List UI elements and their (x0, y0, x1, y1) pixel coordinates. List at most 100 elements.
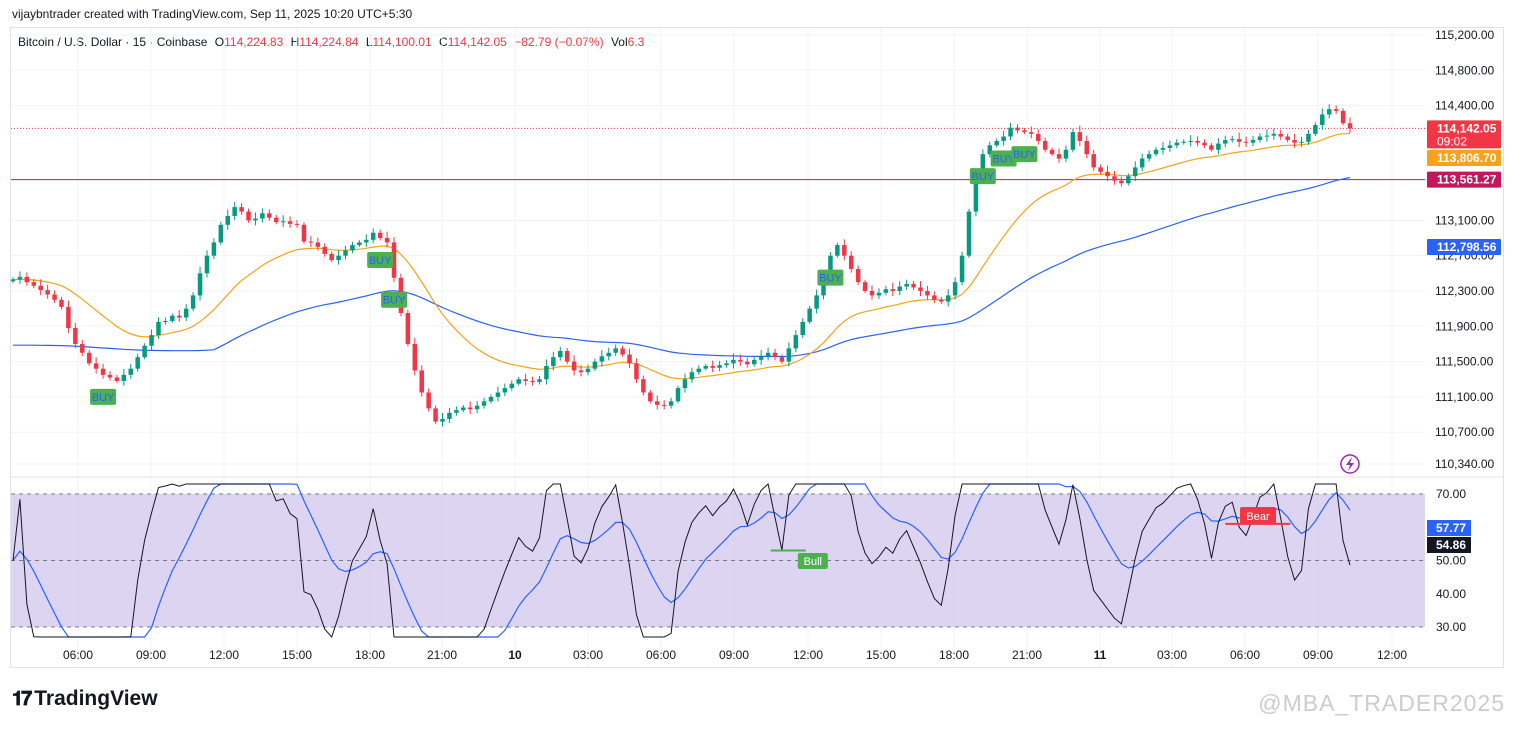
candle (1077, 125, 1083, 147)
candle (440, 412, 445, 427)
candle (1181, 139, 1186, 145)
candle-body (620, 348, 625, 355)
watermark: @MBA_TRADER2025 (1258, 690, 1505, 716)
candle (1320, 108, 1325, 130)
candle (952, 277, 958, 300)
candle (959, 251, 965, 286)
candle (128, 363, 134, 379)
candle (1126, 173, 1131, 186)
candle-body (613, 348, 618, 353)
candle-body (1077, 132, 1083, 141)
candle (190, 292, 196, 312)
buy-signal-text: BUY (819, 273, 842, 285)
candle-body (828, 255, 833, 278)
candle-body (38, 285, 43, 291)
candle (1049, 147, 1055, 156)
candle (696, 365, 702, 375)
candle (163, 317, 168, 325)
time-tick-label: 12:00 (1377, 648, 1407, 662)
candle-body (731, 359, 736, 364)
candle-body (668, 401, 674, 406)
price-tick-label: 114,400.00 (1435, 99, 1494, 113)
candle (1271, 128, 1277, 140)
candle (897, 281, 902, 296)
candle (1333, 105, 1339, 114)
candle (357, 240, 362, 247)
candle (1146, 150, 1152, 162)
candle (606, 347, 612, 361)
candle-body (724, 363, 729, 366)
candle (745, 357, 750, 368)
candle-body (523, 379, 528, 382)
candle-body (571, 361, 577, 371)
candle (329, 251, 334, 262)
candle (1216, 138, 1221, 155)
candle-body (294, 223, 300, 225)
volume-value: 6.3 (627, 35, 645, 49)
candle (1209, 143, 1214, 152)
candle-body (24, 276, 30, 283)
tradingview-logo[interactable]: 𝟏𝟕 TradingView (12, 687, 158, 711)
candle-body (1285, 136, 1290, 141)
candle-body (807, 308, 812, 322)
candle (391, 237, 397, 282)
candle (135, 353, 140, 372)
candle-body (45, 290, 50, 295)
candle (509, 380, 515, 391)
candle-body (1188, 140, 1193, 142)
candle (724, 360, 729, 368)
candle (100, 363, 106, 379)
candle-body (121, 374, 127, 382)
bull-label-text: Bull (804, 556, 822, 568)
candle (1029, 126, 1034, 139)
symbol-name[interactable]: Bitcoin / U.S. Dollar · 15 · Coinbase (18, 35, 208, 49)
candle-body (370, 232, 376, 240)
time-tick-label: 15:00 (866, 648, 896, 662)
buy-signal-text: BUY (92, 392, 115, 404)
candle (807, 305, 812, 325)
candle-body (114, 377, 120, 382)
candle-body (1008, 127, 1013, 137)
lightning-icon[interactable] (1340, 454, 1360, 474)
candle (668, 397, 674, 409)
candle (1257, 133, 1263, 143)
buy-signal-box (90, 388, 117, 405)
price-tick-label: 111,500.00 (1435, 355, 1494, 369)
candle-body (765, 352, 771, 357)
candle-body (440, 418, 445, 422)
candle-body (412, 343, 418, 371)
candle (571, 355, 577, 376)
candle-body (599, 356, 605, 362)
candle-body (204, 255, 210, 274)
candle (1264, 129, 1270, 142)
candle (911, 280, 916, 290)
candle-body (544, 366, 549, 380)
candle-body (897, 286, 902, 291)
time-tick-label: 03:00 (573, 648, 603, 662)
candle-body (1001, 136, 1006, 141)
candle (862, 279, 868, 293)
candle-body (675, 388, 681, 402)
candle-body (1257, 136, 1263, 141)
candle (1299, 136, 1304, 147)
candle (966, 208, 972, 258)
candle (551, 351, 556, 371)
buy-signal-box (817, 269, 844, 286)
price-tick-label: 111,100.00 (1435, 390, 1494, 404)
candle (1306, 129, 1311, 145)
candle-body (994, 140, 999, 146)
candle (758, 350, 764, 365)
open-value: 114,224.83 (224, 35, 284, 49)
candle-body (939, 299, 944, 302)
candle-body (1167, 145, 1173, 148)
candle-body (883, 289, 889, 293)
rsi-line (12, 482, 1351, 638)
candle (655, 395, 660, 410)
price-badge-text: 114,142.05 (1437, 121, 1497, 135)
bull-label-box (797, 553, 828, 569)
candle (1036, 129, 1041, 145)
candle (17, 271, 23, 284)
price-badge-countdown: 09:02 (1437, 134, 1467, 148)
candle (467, 401, 473, 415)
